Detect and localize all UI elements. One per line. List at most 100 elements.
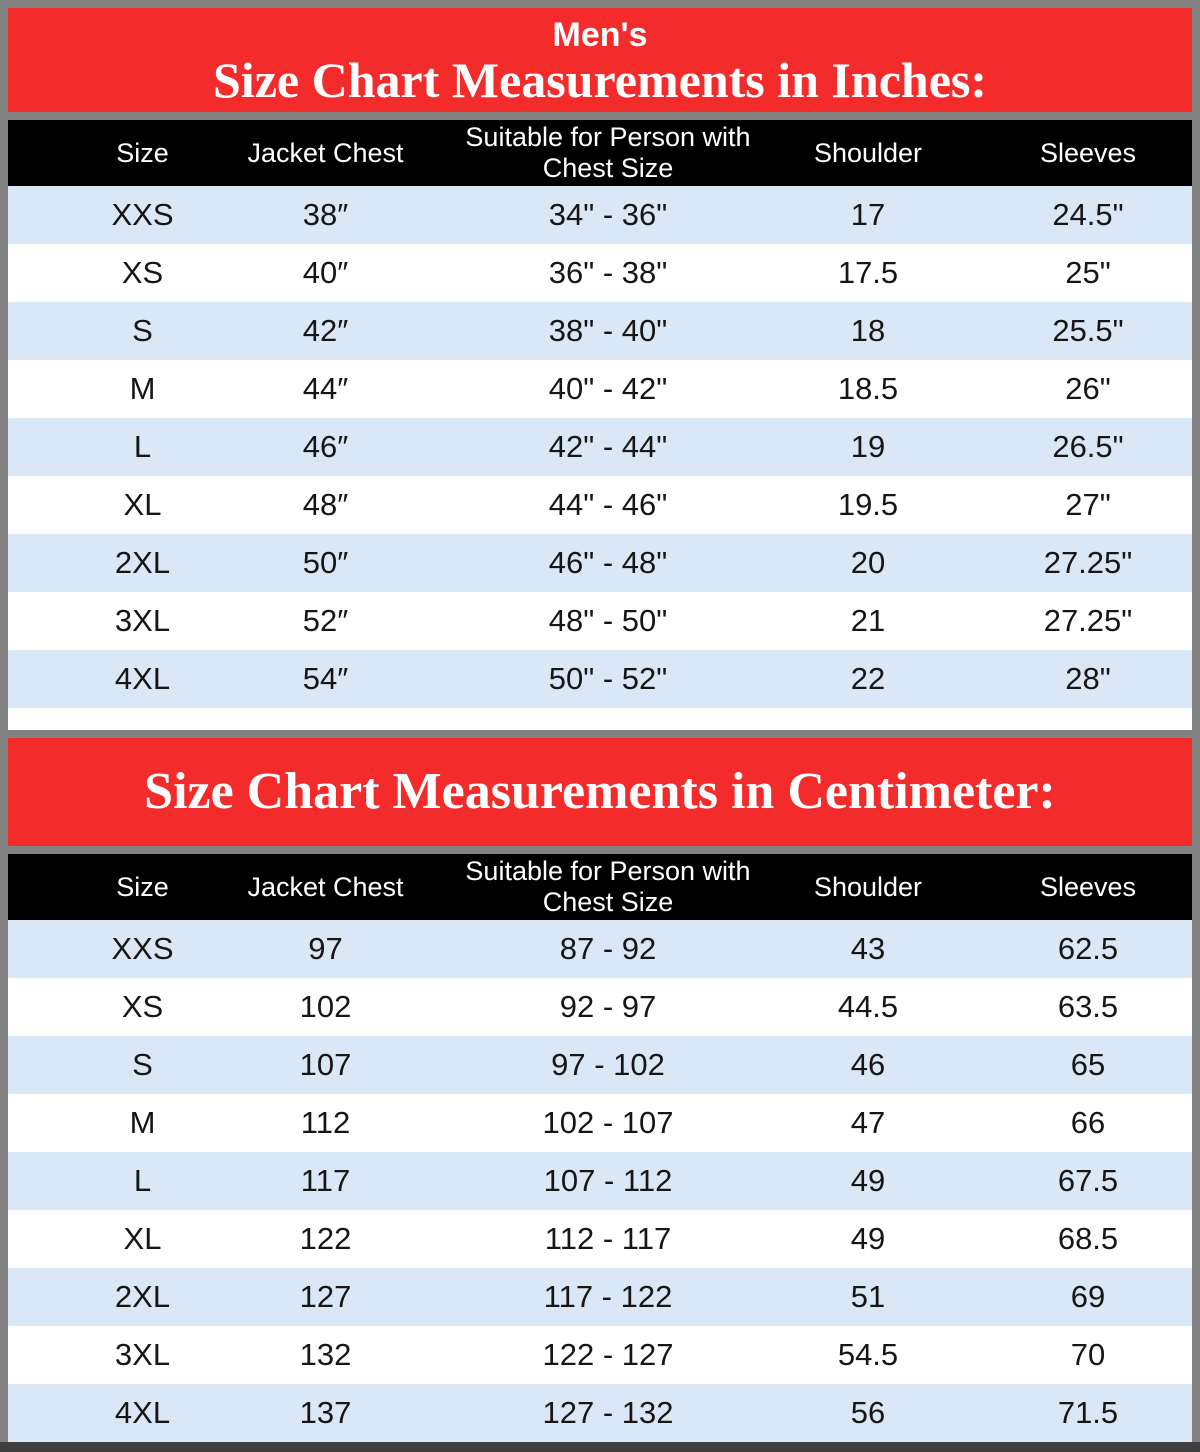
table-cell: 47 (850, 1105, 886, 1140)
table-cell: 4XL (114, 1395, 171, 1430)
table-cell: 44" - 46" (548, 487, 668, 522)
inches-table-body: XXS 38″ 34" - 36" 17 24.5" XS 40″ 36" - 38" 17.5… (8, 186, 1192, 708)
cm-table-header: Size Jacket Chest Suitable for Person wi… (8, 854, 1192, 920)
table-cell: 25" (1065, 255, 1111, 290)
table-cell: 26.5" (1052, 429, 1124, 464)
table-cell: 66 (1070, 1105, 1106, 1140)
table-row: 3XL 132 122 - 127 54.5 70 (8, 1326, 1192, 1384)
column-header-shoulder: Shoulder (813, 871, 923, 902)
table-cell: 54″ (302, 661, 349, 696)
cm-section-banner: Size Chart Measurements in Centimeter: (8, 738, 1192, 846)
table-cell: 36" - 38" (548, 255, 668, 290)
table-cell: 4XL (114, 661, 171, 696)
column-header-size: Size (116, 137, 169, 168)
table-cell: 27.25" (1043, 545, 1133, 580)
table-cell: 54.5 (837, 1337, 899, 1372)
table-row: S 107 97 - 102 46 65 (8, 1036, 1192, 1094)
table-cell: 52″ (302, 603, 349, 638)
table-cell: S (132, 1047, 153, 1082)
table-cell: 46″ (302, 429, 349, 464)
table-cell: 18 (850, 313, 886, 348)
table-cell: 67.5 (1057, 1163, 1119, 1198)
column-header-sleeves: Sleeves (1039, 137, 1137, 168)
table-row: L 46″ 42" - 44" 19 26.5" (8, 418, 1192, 476)
table-cell: 62.5 (1057, 931, 1119, 966)
cm-size-table: Size Jacket Chest Suitable for Person wi… (8, 854, 1192, 1442)
inches-banner-subtitle: Men's (552, 16, 648, 54)
table-cell: 68.5 (1057, 1221, 1119, 1256)
table-cell: S (132, 313, 153, 348)
table-cell: XXS (111, 931, 174, 966)
table-cell: 69 (1070, 1279, 1106, 1314)
table-cell: 117 (300, 1163, 351, 1198)
table-row: S 42″ 38" - 40" 18 25.5" (8, 302, 1192, 360)
table-row: XS 102 92 - 97 44.5 63.5 (8, 978, 1192, 1036)
table-row: XS 40″ 36" - 38" 17.5 25" (8, 244, 1192, 302)
column-header-shoulder: Shoulder (813, 137, 923, 168)
table-cell: 42" - 44" (548, 429, 668, 464)
column-header-suitable-chest-size: Suitable for Person with Chest Size (465, 856, 751, 917)
table-cell: 48″ (302, 487, 349, 522)
table-cell: 40″ (302, 255, 349, 290)
table-cell: 117 - 122 (543, 1279, 673, 1314)
column-header-suitable-chest-size: Suitable for Person with Chest Size (465, 122, 751, 183)
table-row: L 117 107 - 112 49 67.5 (8, 1152, 1192, 1210)
table-row: 2XL 50″ 46" - 48" 20 27.25" (8, 534, 1192, 592)
table-cell: XS (121, 255, 164, 290)
table-cell: 24.5" (1052, 197, 1124, 232)
table-cell: 132 (299, 1337, 352, 1372)
table-cell: 38" - 40" (548, 313, 668, 348)
table-cell: 122 - 127 (542, 1337, 674, 1372)
table-cell: 44″ (302, 371, 349, 406)
table-cell: L (133, 1163, 152, 1198)
table-cell: 18.5 (837, 371, 899, 406)
column-header-size: Size (116, 871, 169, 902)
table-cell: 43 (850, 931, 886, 966)
table-row: 3XL 52″ 48" - 50" 21 27.25" (8, 592, 1192, 650)
table-row: XL 48″ 44" - 46" 19.5 27" (8, 476, 1192, 534)
cm-banner-title: Size Chart Measurements in Centimeter: (144, 763, 1056, 820)
table-row: XXS 97 87 - 92 43 62.5 (8, 920, 1192, 978)
table-cell: 50" - 52" (548, 661, 668, 696)
table-cell: 112 - 117 (544, 1221, 672, 1256)
table-row: 4XL 137 127 - 132 56 71.5 (8, 1384, 1192, 1442)
table-cell: 2XL (114, 1279, 171, 1314)
table-row: XXS 38″ 34" - 36" 17 24.5" (8, 186, 1192, 244)
table-cell: 19 (850, 429, 886, 464)
table-cell: 34" - 36" (548, 197, 668, 232)
table-cell: 3XL (114, 1337, 171, 1372)
table-cell: 71.5 (1057, 1395, 1119, 1430)
table-cell: 49 (850, 1221, 886, 1256)
table-cell: 127 (299, 1279, 352, 1314)
table-cell: 137 (299, 1395, 352, 1430)
table-cell: XL (123, 1221, 162, 1256)
table-cell: 50″ (302, 545, 349, 580)
table-cell: 87 - 92 (559, 931, 657, 966)
table-cell: 26" (1065, 371, 1111, 406)
table-cell: 40" - 42" (548, 371, 668, 406)
table-cell: 70 (1070, 1337, 1106, 1372)
bottom-border-bar (0, 1442, 1200, 1452)
column-header-jacket-chest: Jacket Chest (247, 871, 404, 902)
table-cell: 51 (850, 1279, 886, 1314)
table-cell: 49 (850, 1163, 886, 1198)
table-cell: 22 (850, 661, 886, 696)
table-cell: XL (123, 487, 162, 522)
table-cell: 127 - 132 (542, 1395, 674, 1430)
table-row: 2XL 127 117 - 122 51 69 (8, 1268, 1192, 1326)
table-cell: 63.5 (1057, 989, 1119, 1024)
table-cell: 17 (850, 197, 886, 232)
cm-table-body: XXS 97 87 - 92 43 62.5 XS 102 92 - 97 44.5 63.5 S 1… (8, 920, 1192, 1442)
column-header-jacket-chest: Jacket Chest (247, 137, 404, 168)
table-cell: 19.5 (837, 487, 899, 522)
column-header-sleeves: Sleeves (1039, 871, 1137, 902)
table-cell: 25.5" (1052, 313, 1124, 348)
table-cell: 44.5 (837, 989, 899, 1024)
table-cell: 102 (299, 989, 352, 1024)
table-cell: 2XL (114, 545, 171, 580)
table-row: 4XL 54″ 50" - 52" 22 28" (8, 650, 1192, 708)
table-cell: 46" - 48" (548, 545, 668, 580)
table-cell: 92 - 97 (559, 989, 657, 1024)
table-cell: 48" - 50" (548, 603, 668, 638)
